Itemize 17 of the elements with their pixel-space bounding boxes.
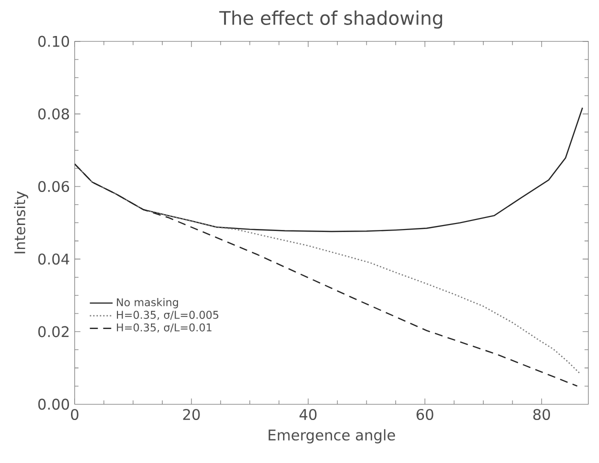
- x-tick-label: 0: [71, 408, 78, 420]
- x-tick-label: 60: [416, 408, 434, 420]
- y-tick-label: 0.08: [38, 108, 69, 120]
- x-axis-title: Emergence angle: [268, 429, 395, 444]
- legend-label: H=0.35, σ/L=0.005: [116, 310, 218, 320]
- y-tick-label: 0.04: [38, 254, 70, 265]
- y-axis-title: Intensity: [14, 191, 28, 254]
- y-tick-label: 0.10: [38, 36, 69, 47]
- legend-label: H=0.35, σ/L=0.01: [116, 323, 212, 333]
- y-tick-label: 0.00: [38, 398, 69, 410]
- x-tick-label: 80: [533, 408, 550, 420]
- x-tick-label: 40: [300, 408, 317, 420]
- chart-title: The effect of shadowing: [219, 10, 442, 29]
- y-tick-label: 0.02: [38, 326, 69, 338]
- x-tick-label: 20: [183, 408, 200, 420]
- y-tick-label: 0.06: [38, 180, 70, 192]
- legend-label: No masking: [116, 298, 178, 308]
